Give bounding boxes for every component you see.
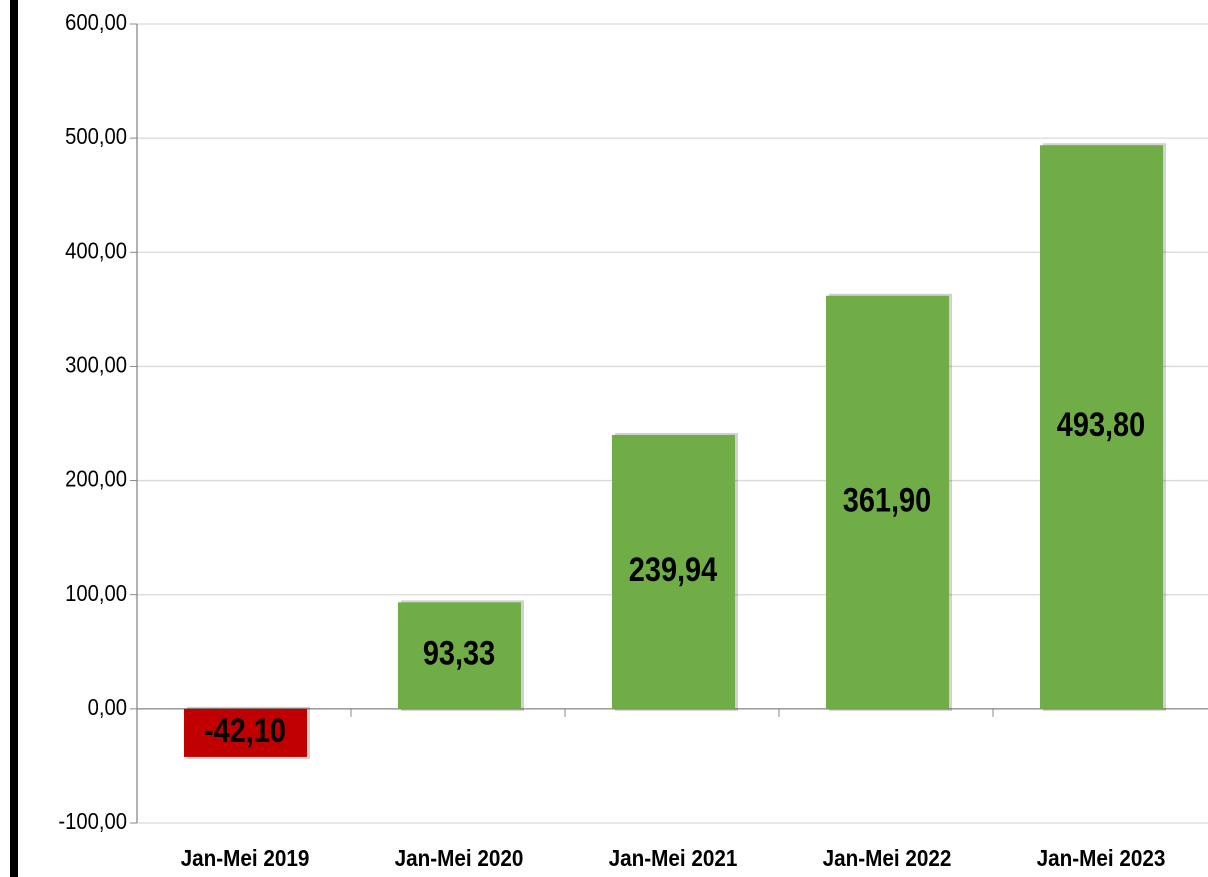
y-tick-label: 100,00 (65, 580, 127, 607)
y-tick-label: 600,00 (65, 9, 127, 36)
bar (1040, 145, 1163, 709)
x-tick-label: Jan-Mei 2023 (1037, 845, 1166, 871)
value-label: 93,33 (423, 633, 495, 672)
x-tick-label: Jan-Mei 2020 (395, 845, 524, 871)
y-tick-label: 400,00 (65, 237, 127, 264)
y-tick-label: 300,00 (65, 351, 127, 378)
left-border (10, 0, 18, 877)
bar (184, 708, 307, 757)
y-tick-label: 500,00 (65, 123, 127, 150)
x-tick-label: Jan-Mei 2021 (609, 845, 738, 871)
x-tick-label: Jan-Mei 2019 (181, 845, 310, 871)
bar (612, 434, 735, 709)
x-tick-label: Jan-Mei 2022 (823, 845, 952, 871)
value-label: 493,80 (1057, 405, 1145, 444)
y-tick-label: -100,00 (58, 808, 127, 835)
y-tick-label: 200,00 (65, 465, 127, 492)
y-tick-label: 0,00 (88, 694, 127, 721)
bar (398, 602, 521, 709)
value-label: 239,94 (629, 550, 718, 589)
bar (826, 295, 949, 709)
value-label: 361,90 (843, 480, 931, 519)
value-label: -42,10 (204, 711, 286, 750)
